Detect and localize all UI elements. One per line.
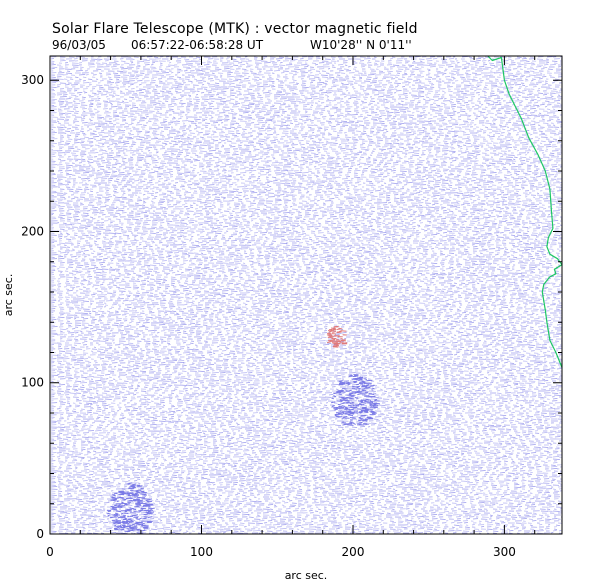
x-axis-label: arc sec. bbox=[285, 569, 328, 582]
vector-dashes-light bbox=[50, 56, 562, 534]
chart-title: Solar Flare Telescope (MTK) : vector mag… bbox=[52, 21, 418, 37]
plot-area bbox=[50, 56, 562, 534]
y-tick-label: 100 bbox=[21, 376, 44, 390]
x-tick-label: 100 bbox=[190, 545, 213, 559]
y-tick-label: 0 bbox=[36, 527, 44, 541]
observation-time: 06:57:22-06:58:28 UT bbox=[131, 38, 264, 52]
y-axis-label: arc sec. bbox=[2, 274, 15, 317]
axis-tick-labels: 0 100 200 300 0 100 200 300 bbox=[21, 73, 516, 559]
observation-date: 96/03/05 bbox=[52, 38, 106, 52]
vector-dashes bbox=[50, 56, 562, 534]
tick-marks bbox=[49, 56, 562, 535]
field-region-3 bbox=[106, 482, 155, 534]
y-tick-label: 300 bbox=[21, 73, 44, 87]
observation-position: W10'28'' N 0'11'' bbox=[310, 38, 412, 52]
field-regions bbox=[106, 325, 380, 534]
vector-field bbox=[50, 56, 562, 534]
solar-limb-curve bbox=[487, 56, 562, 368]
x-tick-label: 200 bbox=[342, 545, 365, 559]
axis-ticks bbox=[49, 56, 562, 535]
y-tick-label: 200 bbox=[21, 225, 44, 239]
x-tick-label: 300 bbox=[493, 545, 516, 559]
field-region-1 bbox=[330, 374, 380, 426]
field-region-2 bbox=[326, 325, 348, 348]
x-tick-label: 0 bbox=[46, 545, 54, 559]
plot-frame bbox=[49, 55, 563, 535]
